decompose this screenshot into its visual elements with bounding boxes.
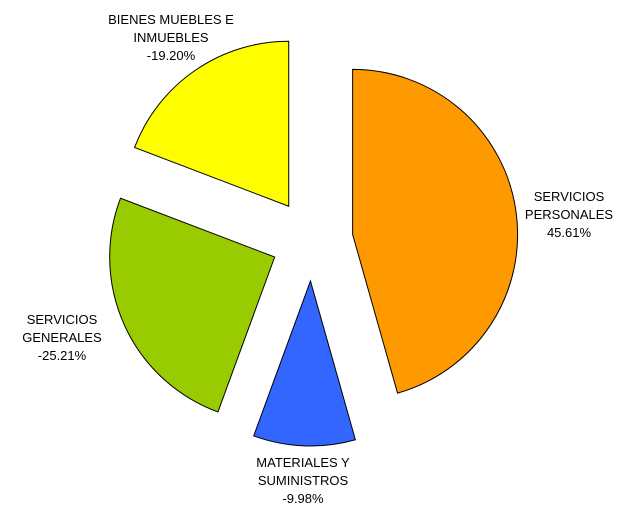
pie-slice — [352, 68, 519, 394]
value-label: -9.98% — [282, 491, 324, 505]
slice-label: SERVICIOS GENERALES -25.21% — [7, 311, 117, 365]
pie-slice — [109, 197, 276, 413]
category-label: MATERIALES Y SUMINISTROS — [256, 455, 350, 488]
category-label: SERVICIOS GENERALES — [22, 312, 102, 345]
slice-label: SERVICIOS PERSONALES 45.61% — [509, 188, 629, 242]
slice-label: BIENES MUEBLES E INMUEBLES -19.20% — [86, 11, 256, 65]
pie-slice — [133, 40, 290, 207]
category-label: BIENES MUEBLES E INMUEBLES — [108, 12, 234, 45]
pie-slice — [253, 279, 357, 447]
slice-label: MATERIALES Y SUMINISTROS -9.98% — [238, 454, 368, 505]
value-label: -19.20% — [146, 48, 196, 63]
category-label: SERVICIOS PERSONALES — [524, 189, 614, 222]
value-label: 45.61% — [546, 225, 592, 240]
value-label: -25.21% — [37, 348, 87, 363]
